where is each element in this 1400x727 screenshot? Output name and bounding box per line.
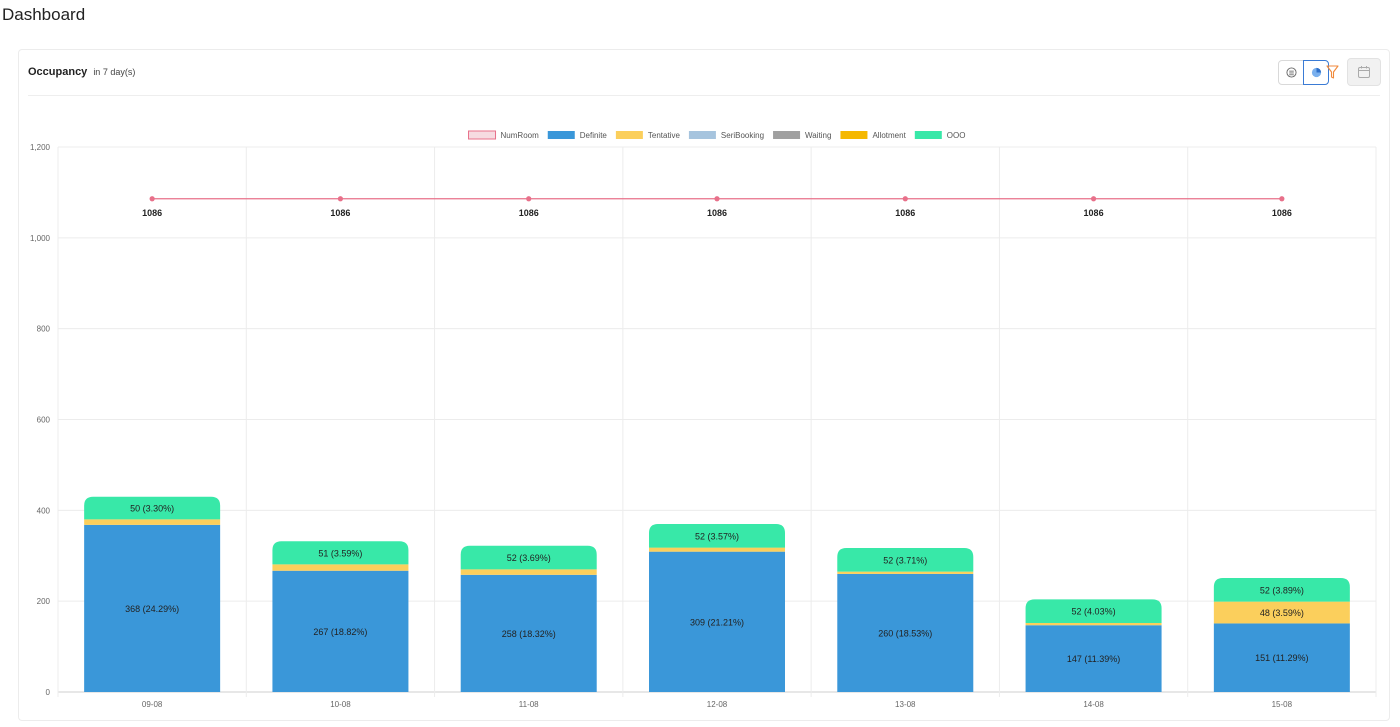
card-divider bbox=[28, 95, 1380, 96]
legend-swatch-seribooking[interactable] bbox=[688, 131, 716, 139]
legend-label-tentative[interactable]: Tentative bbox=[648, 131, 681, 140]
data-label-definite: 309 (21.21%) bbox=[690, 617, 744, 627]
bar-ooo bbox=[84, 496, 221, 520]
y-tick-label: 200 bbox=[37, 597, 51, 606]
point-numroom bbox=[526, 196, 532, 202]
filter-funnel-icon bbox=[1325, 64, 1339, 79]
data-label-definite: 260 (18.53%) bbox=[878, 628, 932, 638]
point-numroom bbox=[902, 196, 908, 202]
bar-definite bbox=[460, 574, 597, 692]
data-label-tentative: 48 (3.59%) bbox=[1260, 608, 1304, 618]
data-label-numroom: 1086 bbox=[142, 208, 162, 218]
data-label-ooo: 50 (3.30%) bbox=[130, 504, 174, 514]
bar-ooo bbox=[649, 523, 785, 548]
legend-label-seribooking[interactable]: SeriBooking bbox=[721, 131, 764, 140]
data-label-ooo: 52 (4.03%) bbox=[1072, 607, 1116, 617]
legend-label-ooo[interactable]: OOO bbox=[947, 131, 966, 140]
bar-tentative bbox=[837, 571, 974, 574]
y-tick-label: 0 bbox=[46, 688, 51, 697]
table-view-button[interactable] bbox=[1278, 60, 1304, 85]
bar-definite bbox=[1213, 623, 1350, 692]
filter-button[interactable] bbox=[1325, 63, 1339, 81]
data-label-ooo: 51 (3.59%) bbox=[318, 548, 362, 558]
card-header: Occupancy in 7 day(s) bbox=[28, 66, 135, 78]
bar-definite bbox=[272, 570, 409, 692]
data-label-ooo: 52 (3.71%) bbox=[883, 555, 927, 565]
point-numroom bbox=[1090, 196, 1097, 202]
data-label-numroom: 1086 bbox=[330, 208, 350, 218]
data-label-definite: 368 (24.29%) bbox=[125, 604, 179, 614]
bar-ooo bbox=[1025, 599, 1162, 623]
calendar-icon bbox=[1358, 66, 1370, 78]
card-subtitle: in 7 day(s) bbox=[93, 67, 136, 77]
y-tick-label: 600 bbox=[37, 416, 51, 425]
y-tick-label: 1,200 bbox=[30, 143, 51, 152]
bar-tentative bbox=[84, 519, 221, 525]
data-label-definite: 258 (18.32%) bbox=[502, 629, 556, 639]
legend-swatch-definite[interactable] bbox=[547, 131, 575, 139]
chart-legend: NumRoom Definite Tentative SeriBooking Waiti… bbox=[468, 130, 966, 140]
data-label-definite: 147 (11.39%) bbox=[1067, 654, 1120, 664]
point-numroom bbox=[714, 196, 720, 202]
table-view-icon bbox=[1285, 67, 1297, 78]
data-label-numroom: 1086 bbox=[1272, 208, 1292, 218]
legend-swatch-tentative[interactable] bbox=[615, 131, 643, 139]
legend-label-waiting[interactable]: Waiting bbox=[805, 131, 831, 140]
data-label-numroom: 1086 bbox=[519, 208, 539, 218]
data-label-numroom: 1086 bbox=[1084, 208, 1104, 218]
legend-label-definite[interactable]: Definite bbox=[580, 131, 608, 140]
point-numroom bbox=[337, 196, 344, 202]
bar-ooo bbox=[1213, 578, 1350, 602]
data-label-definite: 151 (11.29%) bbox=[1255, 653, 1308, 663]
x-tick-label: 13-08 bbox=[895, 700, 916, 709]
data-label-ooo: 52 (3.57%) bbox=[695, 531, 739, 541]
bar-tentative bbox=[1025, 622, 1162, 626]
legend-swatch-waiting[interactable] bbox=[773, 131, 801, 139]
point-numroom bbox=[149, 196, 155, 202]
view-toggle-group bbox=[1278, 60, 1329, 85]
point-numroom bbox=[1279, 196, 1285, 202]
y-tick-label: 1,000 bbox=[30, 234, 51, 243]
bar-definite bbox=[1025, 625, 1162, 692]
card-title: Occupancy bbox=[28, 66, 88, 78]
data-label-numroom: 1086 bbox=[895, 208, 915, 218]
x-tick-label: 14-08 bbox=[1083, 700, 1104, 709]
legend-swatch-ooo[interactable] bbox=[914, 131, 942, 139]
data-label-ooo: 52 (3.69%) bbox=[507, 553, 551, 563]
data-label-numroom: 1086 bbox=[707, 208, 727, 218]
x-tick-label: 15-08 bbox=[1272, 700, 1293, 709]
bar-tentative bbox=[460, 569, 597, 575]
bar-tentative bbox=[649, 547, 785, 552]
y-tick-label: 800 bbox=[37, 325, 51, 334]
x-tick-label: 11-08 bbox=[519, 700, 539, 709]
bar-definite bbox=[84, 524, 221, 692]
pie-chart-view-button[interactable] bbox=[1303, 60, 1329, 85]
bar-ooo bbox=[460, 545, 597, 570]
x-tick-label: 10-08 bbox=[330, 700, 351, 709]
calendar-button[interactable] bbox=[1347, 58, 1381, 86]
data-label-definite: 267 (18.82%) bbox=[313, 627, 367, 637]
bar-definite bbox=[649, 551, 785, 692]
legend-swatch-numroom[interactable] bbox=[468, 130, 497, 140]
pie-chart-view-icon bbox=[1311, 67, 1321, 78]
page-title: Dashboard bbox=[2, 5, 86, 24]
legend-label-allotment[interactable]: Allotment bbox=[872, 131, 906, 140]
bar-definite bbox=[837, 573, 974, 692]
x-tick-label: 12-08 bbox=[707, 700, 728, 709]
bar-tentative bbox=[272, 564, 409, 571]
data-label-ooo: 52 (3.89%) bbox=[1260, 585, 1304, 595]
bar-tentative bbox=[1213, 601, 1350, 624]
bar-ooo bbox=[837, 548, 974, 572]
bar-ooo bbox=[272, 541, 409, 565]
y-tick-label: 400 bbox=[37, 506, 51, 515]
legend-swatch-allotment[interactable] bbox=[840, 131, 868, 139]
legend-label-numroom[interactable]: NumRoom bbox=[501, 131, 540, 140]
x-tick-label: 09-08 bbox=[142, 700, 163, 709]
